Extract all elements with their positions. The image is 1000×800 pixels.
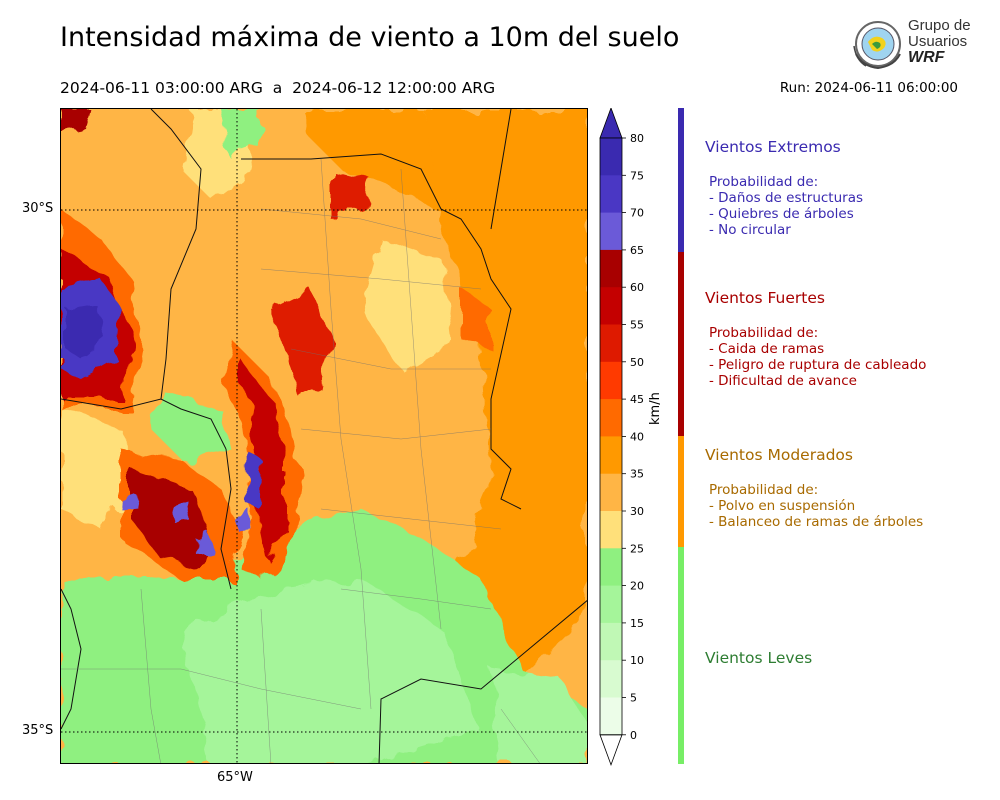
category-item: - No circular <box>709 222 791 238</box>
category-subtitle: Probabilidad de: <box>709 174 819 190</box>
category-item: - Daños de estructuras <box>709 190 864 206</box>
lat-label-35s: 35°S <box>22 723 54 738</box>
category-moderados: Vientos Moderados Probabilidad de: - Pol… <box>705 446 923 530</box>
category-subtitle: Probabilidad de: <box>709 482 819 498</box>
colorbar-swatch <box>600 473 622 512</box>
colorbar-tick-label: 35 <box>630 468 644 481</box>
category-item: - Peligro de ruptura de cableado <box>709 357 927 373</box>
colorbar-swatch <box>600 212 622 251</box>
colorbar-tick-label: 25 <box>630 542 644 555</box>
category-description: Probabilidad de: - Caida de ramas - Peli… <box>709 325 926 389</box>
category-item: - Caida de ramas <box>709 341 825 357</box>
category-item: - Polvo en suspensión <box>709 498 856 514</box>
lat-label-30s: 30°S <box>22 201 54 216</box>
colorbar-swatch <box>600 138 622 176</box>
category-title: Vientos Fuertes <box>705 289 825 307</box>
lon-label-65w: 65°W <box>217 770 253 785</box>
colorbar-tick-label: 45 <box>630 393 644 406</box>
colorbar-tick-label: 30 <box>630 505 644 518</box>
wind-map <box>60 108 588 764</box>
category-title: Vientos Moderados <box>705 446 853 464</box>
colorbar-tick-label: 60 <box>630 281 644 294</box>
logo-text: Grupo de Usuarios WRF <box>908 18 971 66</box>
colorbar-tick-label: 55 <box>630 319 644 332</box>
colorbar-tick-label: 40 <box>630 430 644 443</box>
colorbar-swatch <box>600 361 622 400</box>
colorbar-swatch <box>600 287 622 325</box>
period-start: 2024-06-11 03:00:00 ARG <box>60 79 263 97</box>
colorbar-swatch <box>600 548 622 587</box>
category-title: Vientos Leves <box>705 649 813 667</box>
colorbar-swatch <box>600 324 622 363</box>
period-end: 2024-06-12 12:00:00 ARG <box>292 79 496 97</box>
colorbar-tick-label: 75 <box>630 169 644 182</box>
colorbar-tick-label: 65 <box>630 244 644 257</box>
colorbar-swatch <box>600 399 622 437</box>
category-title: Vientos Extremos <box>705 138 841 156</box>
colorbar-swatch <box>600 249 622 288</box>
colorbar-extend-bottom <box>599 734 623 766</box>
category-description: Probabilidad de: - Polvo en suspensión -… <box>709 482 923 530</box>
colorbar-tick-label: 80 <box>630 132 644 145</box>
colorbar-tick-label: 5 <box>630 692 637 705</box>
colorbar-swatch <box>600 622 622 661</box>
colorbar-unit: km/h <box>648 392 663 425</box>
colorbar-tick-label: 0 <box>630 729 637 742</box>
wind-field-svg <box>61 109 587 763</box>
category-leves: Vientos Leves <box>705 649 812 667</box>
colorbar-tick-label: 20 <box>630 580 644 593</box>
strip-extremos <box>678 108 684 252</box>
category-item: - Balanceo de ramas de árboles <box>709 514 924 530</box>
strip-moderados <box>678 436 684 547</box>
logo-line-1: Grupo de <box>908 17 971 34</box>
grupo-usuarios-wrf-logo: Grupo de Usuarios WRF <box>848 16 971 74</box>
category-item: - Dificultad de avance <box>709 373 857 389</box>
colorbar-tick-label: 15 <box>630 617 644 630</box>
logo-line-3: WRF <box>908 49 945 66</box>
map-title: Intensidad máxima de viento a 10m del su… <box>60 22 680 53</box>
category-description: Probabilidad de: - Daños de estructuras … <box>709 174 863 238</box>
globe-logo-icon <box>853 21 901 70</box>
colorbar-swatch <box>600 175 622 214</box>
colorbar-tick-label: 50 <box>630 356 644 369</box>
category-extremos: Vientos Extremos Probabilidad de: - Daño… <box>705 138 863 238</box>
valid-period: 2024-06-11 03:00:00 ARG a 2024-06-12 12:… <box>60 79 495 97</box>
colorbar-extend-top <box>599 108 623 139</box>
logo-line-2: Usuarios <box>908 33 968 50</box>
colorbar-swatch <box>600 511 622 549</box>
strip-leves <box>678 547 684 764</box>
colorbar-swatch <box>600 660 622 698</box>
strip-fuertes <box>678 252 684 436</box>
colorbar-tick-label: 70 <box>630 207 644 220</box>
category-item: - Quiebres de árboles <box>709 206 854 222</box>
colorbar-swatch <box>600 697 622 736</box>
colorbar-swatch <box>600 585 622 624</box>
category-fuertes: Vientos Fuertes Probabilidad de: - Caida… <box>705 289 926 389</box>
run-time: Run: 2024-06-11 06:00:00 <box>779 80 958 96</box>
category-subtitle: Probabilidad de: <box>709 325 819 341</box>
colorbar-tick-label: 10 <box>630 654 644 667</box>
period-separator: a <box>272 79 283 97</box>
colorbar-swatch <box>600 436 622 475</box>
